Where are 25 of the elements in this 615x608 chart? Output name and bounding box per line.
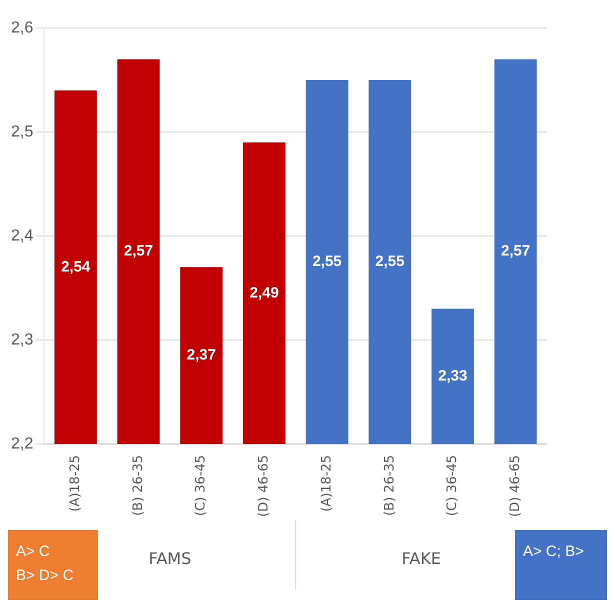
data-label: 2,54 [61,258,91,276]
x-tick-label: (D) 46-65 [508,454,523,517]
data-label: 2,55 [375,253,404,270]
text: FAMS [148,549,192,568]
y-tick-label: 2,3 [10,331,34,348]
y-tick-label: 2,5 [10,123,34,140]
x-tick-label: (A)18-25 [319,454,334,512]
x-tick-label: (B) 26-35 [130,454,146,516]
x-tick-label: (C) 36-45 [194,454,209,516]
data-label: 2,57 [124,242,154,260]
x-tick-label: (C) 36-45 [445,454,460,516]
x-tick-label: (B) 26-35 [382,454,398,516]
data-label: 2,33 [438,367,468,384]
note-box: A> C; B> [515,530,607,600]
data-label: 2,55 [312,253,342,270]
y-tick-label: 2,4 [10,227,34,244]
x-tick-label: (A)18-25 [68,454,84,512]
text: FAKE [402,549,441,568]
note-box: A> C B> D> C [8,530,98,600]
y-tick-label: 2,2 [10,435,34,452]
data-label: 2,57 [500,242,530,260]
x-tick-label: (D) 46-65 [256,454,272,517]
data-label: 2,37 [186,346,216,364]
data-label: 2,49 [250,284,279,302]
y-tick-label: 2,6 [10,19,34,36]
